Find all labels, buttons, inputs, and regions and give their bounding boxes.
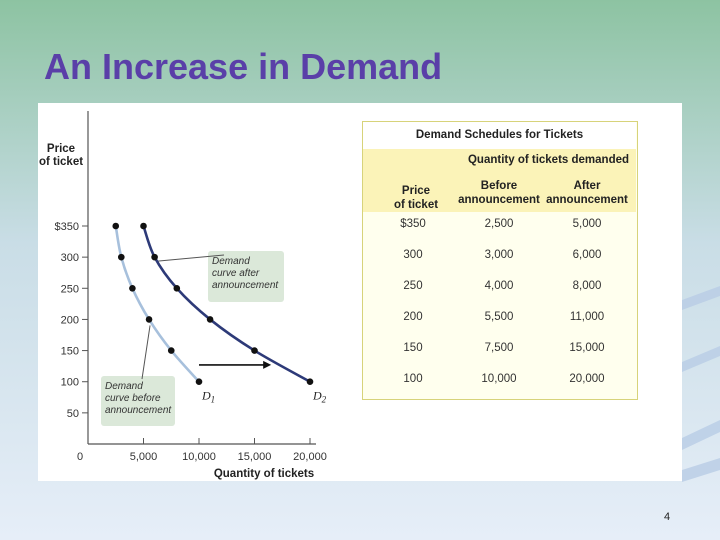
column-header-line: After [573, 180, 601, 192]
column-header-line: announcement [546, 194, 628, 206]
y-tick-label: $350 [55, 221, 79, 233]
callout-after-text: announcement [212, 280, 279, 291]
schedule-title: Demand Schedules for Tickets [363, 122, 636, 150]
column-header-line: Before [480, 180, 518, 192]
x-tick-label: 20,000 [293, 451, 327, 463]
callout-after-text: Demand [212, 256, 250, 267]
y-tick-label: 200 [61, 314, 79, 326]
data-point-d1 [129, 284, 136, 292]
data-point-d2 [151, 253, 158, 261]
data-point-d2 [251, 347, 258, 354]
column-header-line: announcement [458, 194, 540, 206]
cell-price: 100 [403, 373, 423, 385]
cell-before: 4,000 [484, 280, 514, 292]
data-point-d1 [112, 222, 120, 230]
cell-after: 20,000 [569, 373, 605, 385]
cell-before: 3,000 [484, 249, 514, 261]
callout-after-box [208, 251, 284, 302]
cell-price: 200 [403, 311, 423, 323]
table-row: 200 5,500 11,000 [363, 311, 636, 331]
callout-after-leader [157, 254, 225, 262]
y-tick-label: 50 [67, 408, 79, 420]
cell-price: 300 [403, 249, 423, 261]
y-axis-title: Price [47, 143, 75, 155]
x-axis-title: Quantity of tickets [214, 468, 314, 480]
demand-curve-d1 [114, 225, 200, 383]
page-number: 4 [664, 511, 671, 523]
data-point-d2 [306, 378, 314, 386]
cell-before: 7,500 [484, 342, 514, 354]
table-row: $350 2,500 5,000 [363, 218, 636, 238]
column-header-line: Price [401, 185, 431, 197]
data-point-d1 [145, 316, 153, 323]
demand-schedule-table: Demand Schedules for Tickets Quantity of… [362, 121, 638, 400]
column-header-after: After announcement [543, 179, 631, 207]
schedule-header: Quantity of tickets demanded Price of ti… [363, 149, 636, 212]
data-point-d2 [206, 316, 214, 323]
y-tick-label: 250 [61, 283, 79, 295]
cell-after: 8,000 [572, 280, 602, 292]
data-point-d1 [118, 253, 125, 261]
curve-label-subscript: 2 [322, 395, 327, 405]
column-header-price: Price of ticket [381, 184, 451, 212]
data-point-d2 [173, 284, 181, 292]
cell-price: 250 [403, 280, 423, 292]
callout-before-text: curve before [105, 393, 161, 404]
demand-curve-d2 [142, 225, 311, 383]
column-header-before: Before announcement [455, 179, 543, 207]
cell-before: 2,500 [484, 218, 514, 230]
chart-points [112, 222, 314, 386]
cell-after: 5,000 [572, 218, 602, 230]
curve-label-d1: D1 [201, 389, 215, 405]
cell-price: 150 [403, 342, 423, 354]
table-row: 100 10,000 20,000 [363, 373, 636, 393]
data-point-d1 [167, 347, 175, 354]
callout-after-text: curve after [212, 268, 260, 279]
chart-ticks: 50 100 150 200 250 300 $350 0 5,000 10,000 15,000 2… [55, 221, 327, 463]
cell-price: $350 [400, 218, 426, 230]
figure-panel: Price of ticket Quantity of tickets 50 100 1… [38, 103, 682, 481]
cell-after: 6,000 [572, 249, 602, 261]
y-tick-label: 300 [61, 252, 79, 264]
x-tick-label: 5,000 [130, 451, 158, 463]
slide-title: An Increase in Demand [44, 46, 443, 87]
cell-before: 10,000 [481, 373, 517, 385]
data-point-d2 [140, 222, 147, 230]
quantity-group-heading: Quantity of tickets demanded [467, 154, 630, 166]
curve-label-d2: D2 [312, 389, 327, 405]
chart-labels: D1 D2 [201, 389, 327, 405]
cell-after: 15,000 [569, 342, 605, 354]
callout-before-text: Demand [105, 381, 143, 392]
table-row: 150 7,500 15,000 [363, 342, 636, 362]
shift-arrow-head [263, 360, 272, 369]
x-tick-label: 10,000 [182, 451, 216, 463]
curve-label-subscript: 1 [211, 395, 216, 405]
x-tick-label: 15,000 [238, 451, 272, 463]
cell-before: 5,500 [484, 311, 514, 323]
y-tick-label: 100 [61, 377, 79, 389]
data-point-d1 [195, 378, 203, 386]
callout-before-leader [141, 325, 151, 380]
cell-after: 11,000 [569, 311, 605, 323]
column-header-line: of ticket [393, 199, 439, 211]
y-tick-label: 150 [61, 346, 79, 358]
table-row: 300 3,000 6,000 [363, 249, 636, 269]
x-tick-label: 0 [77, 451, 83, 463]
decorative-stripes [682, 286, 720, 482]
callout-before-box [101, 376, 175, 426]
callout-before-text: announcement [105, 405, 172, 416]
table-row: 250 4,000 8,000 [363, 280, 636, 300]
y-axis-title: of ticket [39, 156, 83, 168]
